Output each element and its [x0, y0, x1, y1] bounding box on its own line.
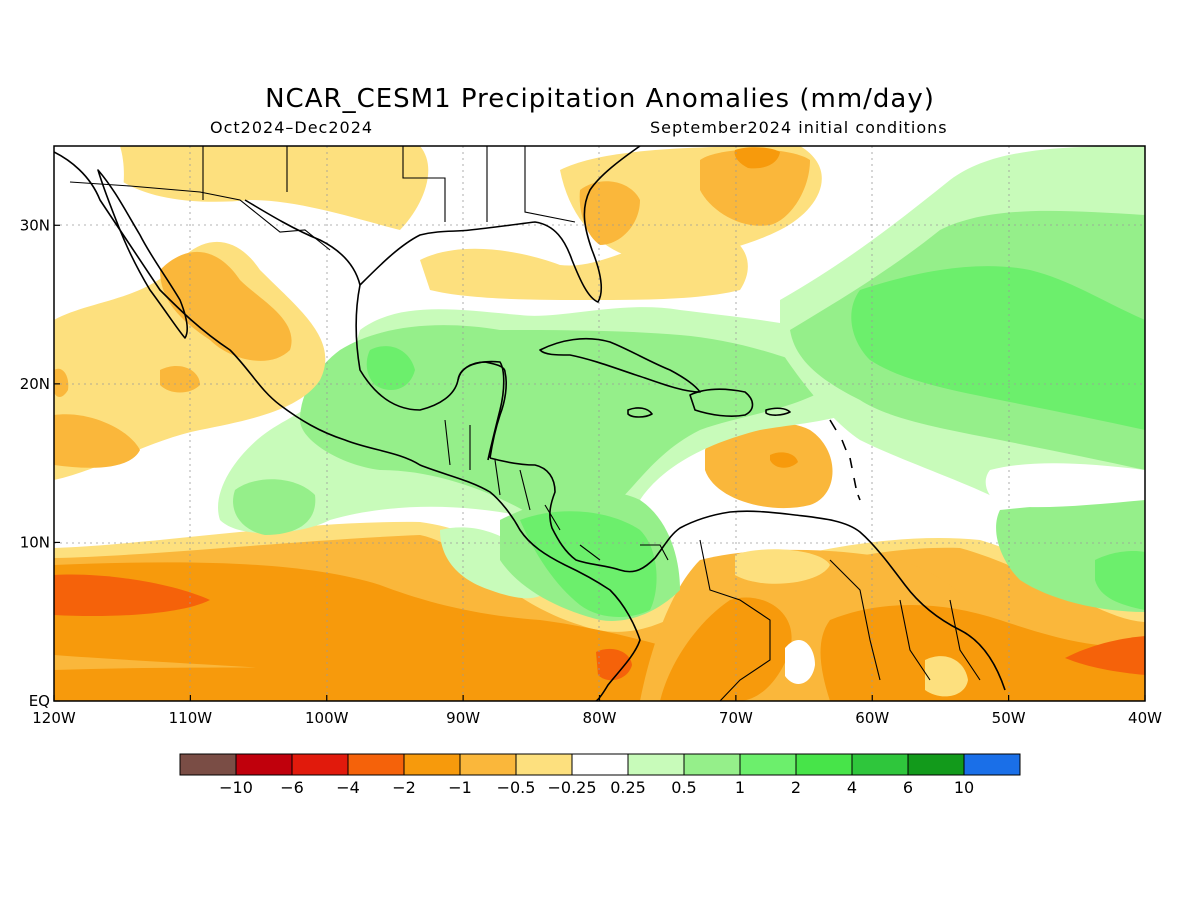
colorbar-swatch	[403, 753, 461, 776]
coastline-baja	[97, 169, 188, 339]
lon-tick-label: 100W	[305, 709, 349, 727]
anomaly-dry-strong-atlantic	[1065, 636, 1145, 675]
coastline-hispaniola	[689, 388, 754, 417]
colorbar-swatch	[179, 753, 237, 776]
colorbar-swatch	[515, 753, 573, 776]
anomaly-wet-light-epac	[233, 479, 316, 535]
anomaly-dry-strong-panama	[596, 648, 632, 681]
colorbar-label: 2	[791, 778, 801, 797]
colorbar-swatch	[235, 753, 293, 776]
lon-tick-label: 80W	[583, 709, 617, 727]
anomaly-dry-light-us-east	[579, 181, 640, 245]
lon-tick-label: 40W	[1128, 709, 1162, 727]
graticule	[54, 146, 1145, 701]
border-us-states	[202, 146, 576, 223]
anomaly-wet-med-central	[520, 511, 657, 617]
anomaly-dry-strong-ocean	[54, 574, 210, 617]
anomaly-wet-med-atlantic	[851, 266, 1145, 430]
anomaly-white-mexico-north	[54, 146, 124, 310]
colorbar-swatch	[795, 753, 853, 776]
colorbar-label: 4	[847, 778, 857, 797]
colorbar-label: 10	[954, 778, 974, 797]
anomaly-dry-med-atlantic-north	[734, 147, 780, 169]
coastline-gulf-of-mexico	[244, 146, 641, 461]
anomaly-dry-weak-north	[120, 146, 429, 230]
coastline-puerto-rico	[765, 407, 791, 416]
lon-tick-label: 90W	[446, 709, 480, 727]
colorbar-label: 1	[735, 778, 745, 797]
lon-tick-label: 60W	[855, 709, 889, 727]
anomaly-wet-med-gulf	[366, 346, 415, 390]
colorbar-label: −4	[336, 778, 360, 797]
anomaly-dry-light-pacific-west	[54, 368, 69, 397]
lon-tick-label: 120W	[32, 709, 76, 727]
colorbar-swatch	[571, 753, 629, 776]
coastlines	[54, 146, 1006, 701]
coastline-yucatan	[457, 361, 507, 459]
colorbar-label: −10	[219, 778, 253, 797]
border-south-america	[699, 539, 981, 701]
colorbar-swatch	[627, 753, 685, 776]
anomaly-dry-med-samerica-east	[820, 605, 1145, 701]
map-title: NCAR_CESM1 Precipitation Anomalies (mm/d…	[265, 84, 935, 114]
axis-ticks	[53, 224, 1146, 702]
lon-tick-label: 70W	[719, 709, 753, 727]
colorbar-swatch	[739, 753, 797, 776]
colorbar-label: 6	[903, 778, 913, 797]
lon-tick-label: 110W	[169, 709, 213, 727]
colorbar-swatch	[963, 753, 1021, 776]
anomaly-white-samerica	[785, 639, 815, 684]
coastline-lesser-antilles	[829, 419, 861, 501]
colorbar-swatch	[683, 753, 741, 776]
anomaly-dry-light-mexico-south	[54, 414, 140, 468]
anomaly-dry-weak-guiana	[925, 656, 968, 697]
coastline-mexico-pacific	[54, 151, 641, 701]
colorbar-label: 0.5	[671, 778, 696, 797]
colorbar: −10 −6 −4 −2 −1 −0.5 −0.25 0.25 0.5 1 2 4 6 10	[179, 753, 1021, 797]
anomaly-field	[54, 146, 1145, 701]
colorbar-swatch	[291, 753, 349, 776]
colorbar-swatch	[907, 753, 965, 776]
forecast-period: Oct2024–Dec2024	[210, 118, 374, 137]
colorbar-swatch	[459, 753, 517, 776]
coastline-central-america-caribbean	[489, 457, 1006, 691]
colorbar-swatch	[851, 753, 909, 776]
initial-conditions: September2024 initial conditions	[650, 118, 948, 137]
anomaly-dry-weak-venezuela	[735, 549, 830, 584]
anomaly-dry-light-mexico	[160, 251, 292, 361]
anomaly-dry-med-caribbean	[770, 452, 798, 468]
axis-labels: 120W 110W 100W 90W 80W 70W 60W 50W 40W EQ 10N 20N 30…	[20, 216, 1162, 727]
lat-tick-label: 10N	[20, 533, 50, 551]
colorbar-label: −1	[448, 778, 472, 797]
lat-tick-label: 20N	[20, 375, 50, 393]
border-us-mexico	[69, 181, 331, 251]
colorbar-label: 0.25	[610, 778, 646, 797]
lon-tick-label: 50W	[992, 709, 1026, 727]
colorbar-label: −0.5	[497, 778, 536, 797]
colorbar-label: −2	[392, 778, 416, 797]
lat-tick-label: 30N	[20, 216, 50, 234]
anomaly-white-atlantic	[985, 463, 1145, 508]
colorbar-label: −0.25	[547, 778, 596, 797]
political-borders	[69, 146, 981, 701]
anomaly-dry-med-samerica	[660, 597, 792, 701]
anomaly-dry-light-caribbean	[705, 421, 833, 509]
colorbar-label: −6	[280, 778, 304, 797]
anomaly-wet-med-atlantic-south	[1095, 550, 1145, 610]
anomaly-dry-light-atlantic-north	[700, 149, 810, 226]
lat-tick-label: EQ	[29, 692, 50, 710]
anomaly-dry-light-mexico-west	[160, 365, 200, 393]
anomaly-wet-light-central	[300, 325, 840, 524]
colorbar-swatch	[347, 753, 405, 776]
border-central-america	[444, 419, 669, 561]
coastline-jamaica	[627, 407, 653, 418]
